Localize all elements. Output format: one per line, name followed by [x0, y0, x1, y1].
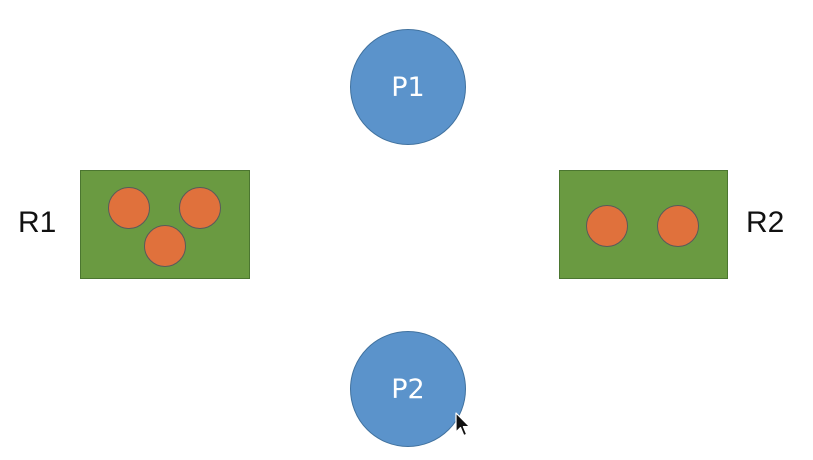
process-label-p2: P2 — [391, 373, 425, 405]
resource-label-r1: R1 — [18, 206, 57, 239]
mouse-pointer-icon — [455, 412, 471, 437]
process-label-p1: P1 — [391, 71, 425, 103]
resource-node-r2 — [559, 170, 728, 279]
process-node-p2: P2 — [350, 331, 466, 447]
resource-instance-dot — [108, 187, 150, 229]
resource-instance-dot — [179, 187, 221, 229]
resource-instance-dot — [657, 205, 699, 247]
resource-instance-dot — [144, 225, 186, 267]
resource-node-r1 — [80, 170, 250, 279]
resource-instance-dot — [586, 205, 628, 247]
process-node-p1: P1 — [350, 29, 466, 145]
resource-label-r2: R2 — [746, 206, 785, 239]
